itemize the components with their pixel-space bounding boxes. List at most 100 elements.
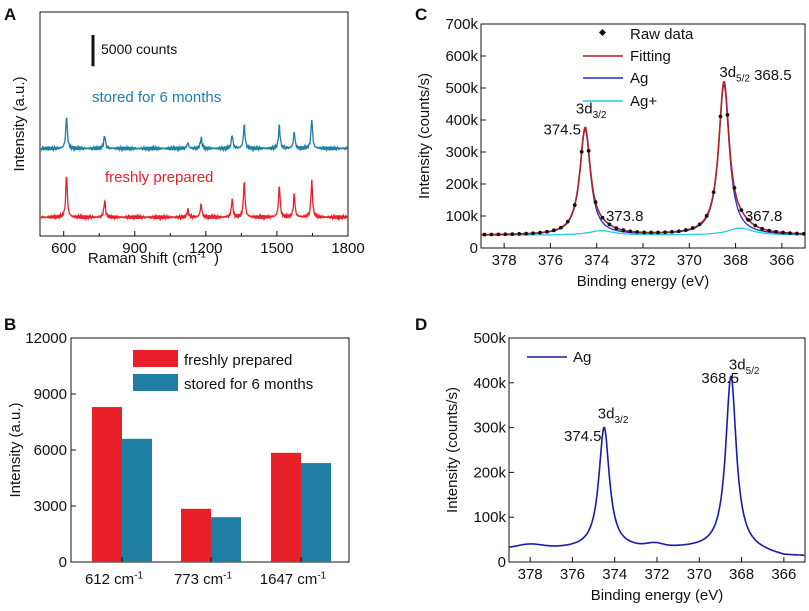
raw-data-point [565, 219, 570, 224]
bar-stored [301, 463, 331, 562]
legend-label-fresh: freshly prepared [184, 352, 292, 369]
raw-data-point [725, 113, 730, 117]
x-tick-label-a: 1500 [260, 240, 293, 257]
raw-data-point [795, 231, 799, 236]
x-tick-label-d: 374 [602, 566, 627, 583]
panel-b-bar-chart: 0 3000 6000 9000 12000 Intensity (a.u.) 612 cm… [7, 330, 350, 588]
annotation-d: 3d3/2 [598, 406, 629, 427]
raw-data-point [746, 217, 751, 222]
raw-data-point [614, 226, 619, 231]
legend-swatch-stored [133, 374, 178, 391]
annotation-c: 367.8 [745, 208, 783, 225]
scale-bar-label: 5000 counts [101, 41, 177, 57]
raw-data-point [503, 232, 508, 237]
raw-data-point [628, 229, 633, 234]
y-axis-label-d: Intensity (counts/s) [444, 387, 461, 513]
legend-label-c: Fitting [630, 48, 671, 65]
x-tick-label-c: 378 [492, 252, 517, 269]
raw-data-point [642, 230, 647, 235]
series-line-stored [40, 117, 349, 153]
raw-data-point [586, 148, 591, 153]
raw-data-point [711, 190, 716, 195]
y-tick-label-c: 200k [445, 176, 478, 193]
annotation-d: 374.5 [564, 428, 602, 445]
y-tick-label-c: 300k [445, 144, 478, 161]
x-tick-label-c: 374 [584, 252, 609, 269]
raw-data-point [704, 213, 709, 218]
raw-data-point [482, 232, 487, 237]
x-axis-label-d: Binding energy (eV) [591, 587, 724, 604]
y-tick-label-c: 600k [445, 48, 478, 65]
legend-label-d: Ag [573, 349, 591, 366]
raw-data-point [760, 226, 765, 231]
raw-data-point [531, 231, 535, 236]
raw-data-point [697, 222, 702, 227]
raw-data-point [670, 230, 674, 234]
raw-data-point [572, 203, 577, 207]
raw-data-point [635, 230, 640, 234]
y-tick-label-b: 9000 [34, 386, 67, 403]
x-tick-label-a: 1200 [189, 240, 222, 257]
raw-data-point [579, 149, 584, 154]
bar-stored [122, 438, 152, 562]
y-tick-label-b: 3000 [34, 498, 67, 515]
x-tick-label-c: 366 [769, 252, 794, 269]
annotation-c: 368.5 [754, 67, 792, 84]
y-tick-label-d: 500k [473, 330, 506, 347]
x-tick-label-b: 1647 cm-1 [260, 570, 327, 588]
legend-marker-raw [598, 28, 607, 37]
x-axis-label-end-a: ) [214, 250, 219, 267]
series-line-ag-d [508, 375, 805, 557]
raw-data-point [690, 226, 695, 230]
raw-data-point [781, 230, 785, 235]
x-axis-label-c: Binding energy (eV) [577, 273, 710, 290]
raw-data-point [801, 231, 806, 236]
x-tick-label-c: 372 [630, 252, 655, 269]
annotation-d: 368.5 [701, 370, 739, 387]
raw-data-point [683, 228, 688, 232]
raw-data-point [510, 232, 515, 237]
x-tick-label-a: 600 [51, 240, 76, 257]
y-tick-label-d: 0 [498, 554, 506, 571]
series-label-stored: stored for 6 months [92, 89, 221, 106]
raw-data-point [676, 229, 681, 234]
raw-data-point [718, 114, 723, 119]
x-tick-label-a: 900 [122, 240, 147, 257]
legend-label-c: Raw data [630, 26, 694, 43]
x-tick-label-d: 368 [729, 566, 754, 583]
legend-label-stored: stored for 6 months [184, 376, 313, 393]
x-tick-label-c: 370 [677, 252, 702, 269]
raw-data-point [732, 186, 737, 190]
panel-letter-d: D [415, 315, 427, 334]
y-tick-label-b: 0 [59, 554, 67, 571]
y-axis-label-b: Intensity (a.u.) [7, 402, 24, 497]
y-tick-label-b: 12000 [25, 330, 67, 347]
plot-frame-d [508, 337, 806, 563]
y-tick-label-c: 700k [445, 16, 478, 33]
panel-letter-c: C [415, 5, 427, 24]
x-tick-label-d: 370 [687, 566, 712, 583]
raw-data-point [621, 228, 626, 233]
raw-data-point [649, 230, 653, 235]
x-tick-label-c: 376 [538, 252, 563, 269]
raw-data-point [489, 232, 494, 237]
raw-data-point [496, 232, 501, 237]
y-tick-label-d: 300k [473, 420, 506, 437]
legend-label-c: Ag [630, 70, 648, 87]
y-tick-label-d: 200k [473, 464, 506, 481]
y-tick-label-c: 400k [445, 112, 478, 129]
y-tick-label-c: 500k [445, 80, 478, 97]
raw-data-point [600, 215, 605, 220]
raw-data-point [663, 230, 667, 235]
raw-data-point [593, 200, 598, 205]
y-tick-label-d: 100k [473, 509, 506, 526]
series-line-agplus [481, 227, 805, 236]
raw-data-point [538, 230, 542, 235]
x-tick-label-b: 773 cm-1 [174, 570, 233, 588]
annotation-c: 3d3/2 [576, 101, 607, 122]
x-tick-label-a: 1800 [331, 240, 364, 257]
legend-swatch-fresh [133, 350, 178, 367]
bar-stored [211, 517, 241, 562]
raw-data-point [656, 230, 660, 235]
